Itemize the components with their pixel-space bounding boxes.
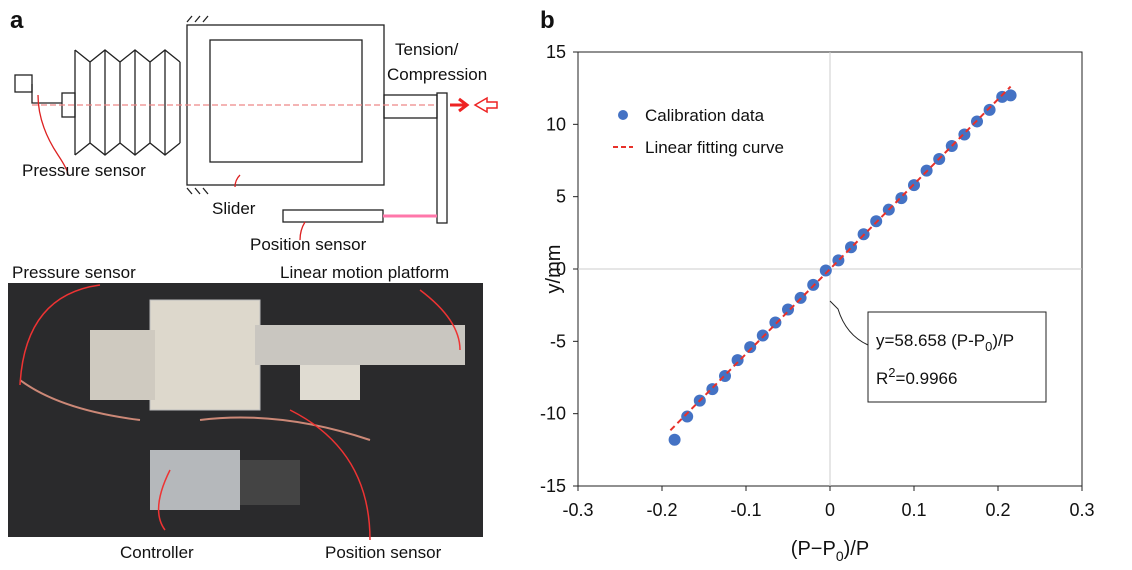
annotation: Slider [212, 199, 256, 218]
fit-line [669, 85, 1012, 432]
annotation: Linear motion platform [280, 263, 449, 282]
data-point [744, 341, 757, 354]
annotation-part: y=58.658 (P-P [876, 331, 985, 350]
annotation: Pressure sensor [12, 263, 136, 282]
annotation-box [867, 311, 1047, 403]
annotation: R2=0.9966 [876, 365, 957, 388]
legend-marker [618, 110, 628, 120]
x-axis-label-part: )/P [844, 538, 870, 560]
panel-label: a [10, 7, 24, 34]
data-point [769, 316, 782, 329]
annotation-part: )/P [992, 331, 1014, 350]
x-tick-label: 0 [825, 500, 835, 520]
y-tick-label: 5 [556, 187, 566, 207]
annotation: Tension/ [395, 40, 459, 59]
y-tick-label: 0 [556, 259, 566, 279]
annotation: y=58.658 (P-P0)/P [876, 331, 1014, 354]
y-axis-label: y/mm [543, 245, 565, 294]
annotation-part: R [876, 369, 888, 388]
y-tick-label: 15 [546, 42, 566, 62]
annotation: Position sensor [250, 235, 367, 254]
legend-label: Linear fitting curve [645, 138, 784, 157]
schematic [14, 15, 498, 241]
data-point [668, 433, 681, 446]
panel-label: b [540, 7, 555, 34]
x-axis-label-sub: 0 [836, 548, 844, 564]
data-point [681, 410, 694, 423]
annotation-leader [829, 300, 869, 346]
x-tick-label: 0.1 [901, 500, 926, 520]
x-axis-label-part: (P−P [791, 538, 836, 560]
data-point [1004, 89, 1017, 102]
y-tick-label: -5 [550, 331, 566, 351]
annotation: Controller [120, 543, 194, 562]
y-tick-label: 10 [546, 114, 566, 134]
annotation: Pressure sensor [22, 161, 146, 180]
x-tick-label: -0.2 [646, 500, 677, 520]
data-point [983, 103, 996, 116]
x-tick-label: -0.3 [562, 500, 593, 520]
annotation-part: 0 [985, 339, 992, 354]
x-tick-label: 0.2 [985, 500, 1010, 520]
x-axis-label: (P−P0)/P [791, 538, 869, 564]
y-tick-label: -10 [540, 404, 566, 424]
data-point [782, 303, 794, 316]
y-tick-label: -15 [540, 476, 566, 496]
x-tick-label: -0.1 [730, 500, 761, 520]
annotation-part: 2 [888, 365, 895, 380]
annotation-part: =0.9966 [896, 369, 958, 388]
annotation: Position sensor [325, 543, 442, 562]
data-point [819, 264, 832, 277]
x-tick-label: 0.3 [1069, 500, 1094, 520]
annotation: Compression [387, 65, 487, 84]
data-point [731, 354, 744, 367]
legend-label: Calibration data [645, 106, 765, 125]
photo [8, 283, 483, 541]
